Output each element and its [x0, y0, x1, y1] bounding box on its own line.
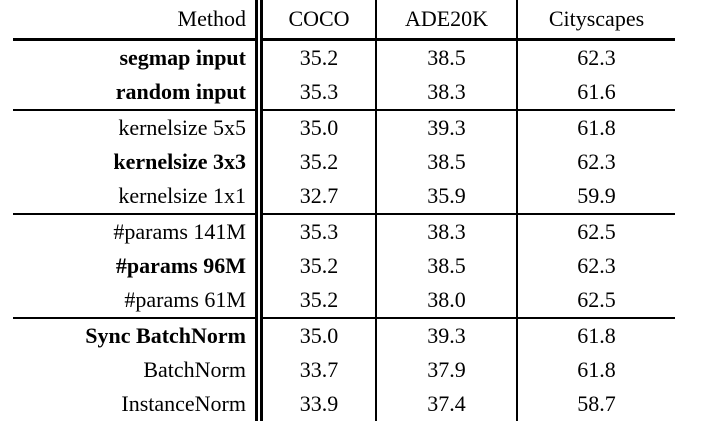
value-cell-cityscapes: 61.6 [516, 75, 675, 111]
col-header-ade20k: ADE20K [375, 0, 517, 41]
value-cell-ade20k: 37.9 [375, 352, 517, 387]
method-cell: Sync BatchNorm [13, 316, 263, 353]
table-row-random-input: random input 35.3 38.3 61.6 [13, 75, 675, 111]
col-header-cityscapes: Cityscapes [516, 0, 675, 41]
method-cell: segmap input [13, 39, 263, 76]
table-row-segmap-input: segmap input 35.2 38.5 62.3 [13, 39, 675, 76]
ablation-results-table: Method COCO ADE20K Cityscapes segmap inp… [13, 0, 675, 421]
value-cell-cityscapes: 61.8 [516, 352, 675, 387]
table-row-instancenorm: InstanceNorm 33.9 37.4 58.7 [13, 386, 675, 421]
table-row-params-141m: #params 141M 35.3 38.3 62.5 [13, 212, 675, 249]
value-cell-coco: 35.2 [299, 149, 339, 174]
col-header-coco: COCO [259, 0, 376, 41]
value-cell-ade20k: 38.3 [375, 212, 517, 249]
value-cell-coco: 35.2 [299, 286, 339, 312]
method-cell: BatchNorm [13, 352, 263, 387]
value-cell-ade20k: 37.4 [375, 386, 517, 421]
table-row-batchnorm: BatchNorm 33.7 37.9 61.8 [13, 352, 675, 387]
table-row-params-61m: #params 61M 35.2 38.0 62.5 [13, 282, 675, 318]
value-cell-ade20k: 38.0 [375, 282, 517, 318]
value-cell-ade20k: 38.5 [375, 248, 517, 283]
method-cell: random input [13, 75, 263, 111]
method-cell: #params 141M [13, 212, 263, 249]
value-cell-ade20k: 35.9 [375, 178, 517, 214]
method-cell: #params 61M [13, 282, 263, 318]
table-row-kernelsize-5x5: kernelsize 5x5 35.0 39.3 61.8 [13, 109, 675, 146]
value-cell-cityscapes: 62.5 [516, 212, 675, 249]
value-cell-ade20k: 38.5 [375, 145, 517, 179]
value-cell-ade20k: 39.3 [375, 316, 517, 353]
value-cell-cityscapes: 62.3 [516, 39, 675, 76]
table-row-kernelsize-3x3: kernelsize 3x3 35.2 38.5 62.3 [13, 145, 675, 179]
table-row-params-96m: #params 96M 35.2 38.5 62.3 [13, 248, 675, 283]
value-cell-ade20k: 39.3 [375, 109, 517, 146]
value-cell-ade20k: 38.3 [375, 75, 517, 111]
method-cell: kernelsize 5x5 [13, 109, 263, 146]
method-cell: kernelsize 1x1 [13, 178, 263, 214]
table-row-sync-batchnorm: Sync BatchNorm 35.0 39.3 61.8 [13, 316, 675, 353]
value-cell-coco: 35.2 [299, 45, 339, 70]
table-row-kernelsize-1x1: kernelsize 1x1 32.7 35.9 59.9 [13, 178, 675, 214]
value-cell-cityscapes: 58.7 [516, 386, 675, 421]
value-cell-coco: 33.7 [299, 356, 339, 382]
value-cell-cityscapes: 62.3 [516, 248, 675, 283]
value-cell-cityscapes: 61.8 [516, 316, 675, 353]
value-cell-coco: 35.0 [259, 109, 376, 146]
method-cell: #params 96M [13, 248, 263, 283]
value-cell-coco: 35.3 [299, 79, 339, 105]
value-cell-cityscapes: 61.8 [516, 109, 675, 146]
value-cell-coco: 33.9 [299, 390, 339, 416]
value-cell-coco: 32.7 [299, 182, 339, 208]
value-cell-coco: 35.0 [259, 316, 376, 353]
value-cell-cityscapes: 62.5 [516, 282, 675, 318]
value-cell-ade20k: 38.5 [375, 39, 517, 76]
value-cell-cityscapes: 62.3 [516, 145, 675, 179]
col-header-method: Method [13, 0, 263, 41]
value-cell-coco: 35.2 [299, 252, 339, 278]
value-cell-coco: 35.3 [259, 212, 376, 249]
value-cell-cityscapes: 59.9 [516, 178, 675, 214]
method-cell: InstanceNorm [13, 386, 263, 421]
header-row: Method COCO ADE20K Cityscapes [13, 0, 675, 41]
method-cell: kernelsize 3x3 [13, 145, 263, 179]
